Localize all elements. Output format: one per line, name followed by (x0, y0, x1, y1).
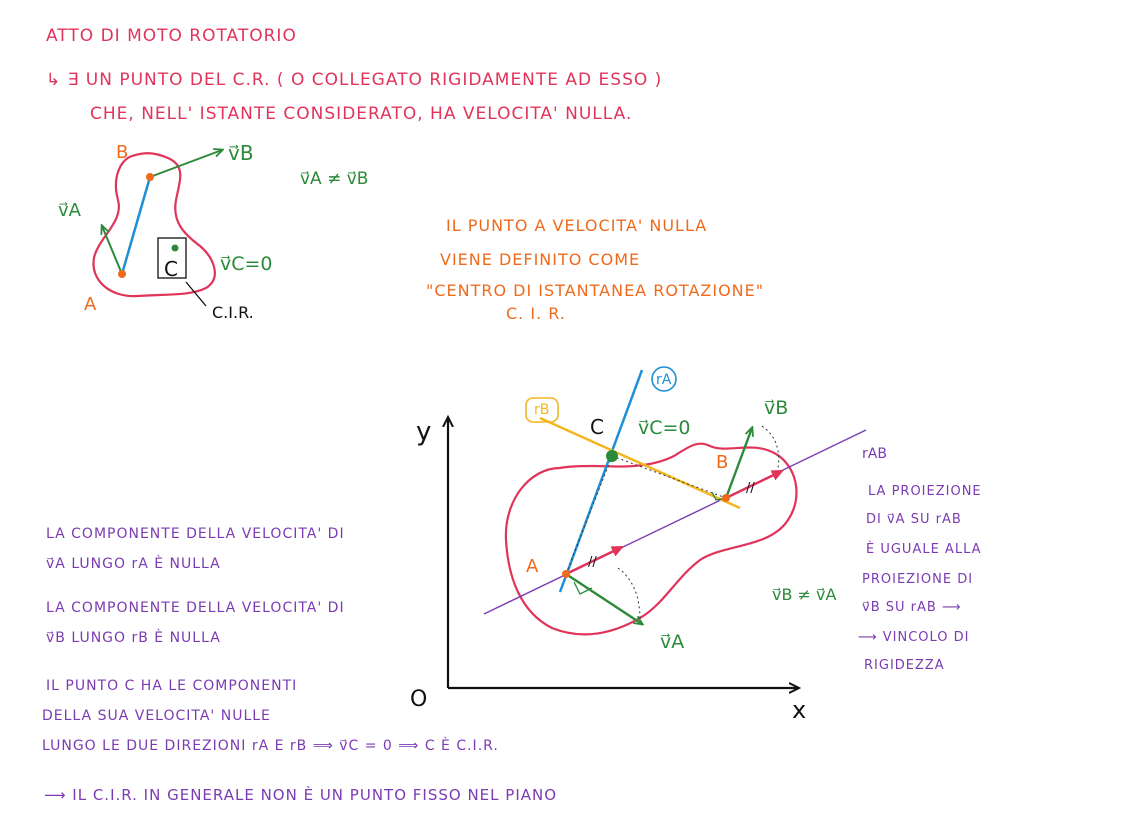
left-note-4: v⃗B LUNGO rB È NULLA (46, 630, 221, 646)
point-C (606, 450, 618, 462)
left-note-1: LA COMPONENTE DELLA VELOCITA' DI (46, 526, 345, 542)
cir-pointer (185, 281, 207, 307)
point-A (562, 570, 570, 578)
vector-vA-small (102, 226, 123, 275)
right-note-7: RIGIDEZZA (864, 658, 945, 673)
label-B: B (716, 452, 728, 473)
cir-box (157, 237, 187, 279)
axis-x-label: x (792, 696, 806, 724)
right-note-6: ⟶ VINCOLO DI (858, 630, 970, 645)
left-note-2: v⃗A LUNGO rA È NULLA (46, 556, 221, 572)
label-vB: v⃗B (764, 397, 788, 419)
label-rAB: rAB (862, 446, 887, 462)
equal-mark-A: // (588, 555, 597, 570)
point-B-small (146, 173, 154, 181)
line-rAB (483, 429, 867, 615)
right-angle-A (573, 581, 593, 595)
label-C: C (590, 415, 604, 439)
page-title: ATTO DI MOTO ROTATORIO (46, 26, 297, 46)
projection-vB (725, 469, 782, 500)
dotted-arc-B (761, 425, 780, 469)
label-rB: rB (534, 402, 549, 418)
label-ineq: v⃗B ≠ v⃗A (772, 585, 836, 604)
left-note-6: DELLA SUA VELOCITA' NULLE (42, 708, 271, 724)
point-A-small (118, 270, 126, 278)
label-ineq-small: v⃗A ≠ v⃗B (300, 169, 368, 189)
label-vC: v⃗C=0 (638, 417, 691, 439)
label-A: A (526, 556, 539, 577)
cir-definition-2: VIENE DEFINITO COME (440, 250, 641, 269)
point-B (722, 494, 730, 502)
label-vB-small: v⃗B (228, 141, 254, 165)
rigid-body-outline-1 (92, 152, 216, 298)
dotted-guide-2 (611, 455, 727, 499)
segment-AB (120, 176, 152, 275)
cir-definition-3: "CENTRO DI ISTANTANEA ROTAZIONE" (426, 281, 765, 300)
right-note-1: LA PROIEZIONE (868, 484, 982, 499)
dotted-arc-A (617, 567, 641, 621)
cir-definition-4: C. I. R. (506, 304, 566, 323)
axis-y-label: y (416, 417, 431, 447)
dotted-guide-1 (565, 455, 613, 575)
bottom-note: ⟶ IL C.I.R. IN GENERALE NON È UN PUNTO F… (44, 786, 558, 804)
left-note-7: LUNGO LE DUE DIREZIONI rA E rB ⟹ v⃗C = 0… (42, 738, 499, 754)
right-note-4: PROIEZIONE DI (862, 572, 974, 587)
label-A-small: A (84, 294, 97, 315)
label-rA: rA (656, 372, 672, 388)
rigid-body-outline-2 (504, 442, 798, 636)
vector-vB (724, 428, 752, 499)
origin-label: O (410, 687, 427, 712)
projection-vA (565, 545, 622, 576)
right-note-5: v⃗B SU rAB ⟶ (862, 600, 962, 615)
label-rB-box (525, 397, 559, 423)
equal-mark-B: // (746, 481, 755, 496)
point-C-small (171, 244, 179, 252)
label-rA-ring (651, 366, 677, 392)
note-line-2: CHE, NELL' ISTANTE CONSIDERATO, HA VELOC… (90, 104, 633, 124)
line-rB (539, 416, 741, 510)
note-line-1: ↳ ∃ UN PUNTO DEL C.R. ( O COLLEGATO RIGI… (46, 70, 663, 90)
label-B-small: B (116, 142, 128, 163)
cir-definition-1: IL PUNTO A VELOCITA' NULLA (446, 216, 708, 235)
label-vA: v⃗A (660, 631, 684, 653)
label-vA-small: v⃗A (58, 200, 82, 221)
left-note-5: IL PUNTO C HA LE COMPONENTI (46, 678, 298, 694)
right-note-3: È UGUALE ALLA (866, 542, 982, 557)
label-vC-small: v⃗C=0 (220, 253, 273, 275)
right-note-2: DI v⃗A SU rAB (866, 512, 962, 527)
left-note-3: LA COMPONENTE DELLA VELOCITA' DI (46, 600, 345, 616)
vector-vB-small (149, 150, 222, 178)
label-C-small: C (164, 257, 178, 281)
vector-vA (565, 572, 642, 624)
label-cir-small: C.I.R. (212, 303, 254, 322)
